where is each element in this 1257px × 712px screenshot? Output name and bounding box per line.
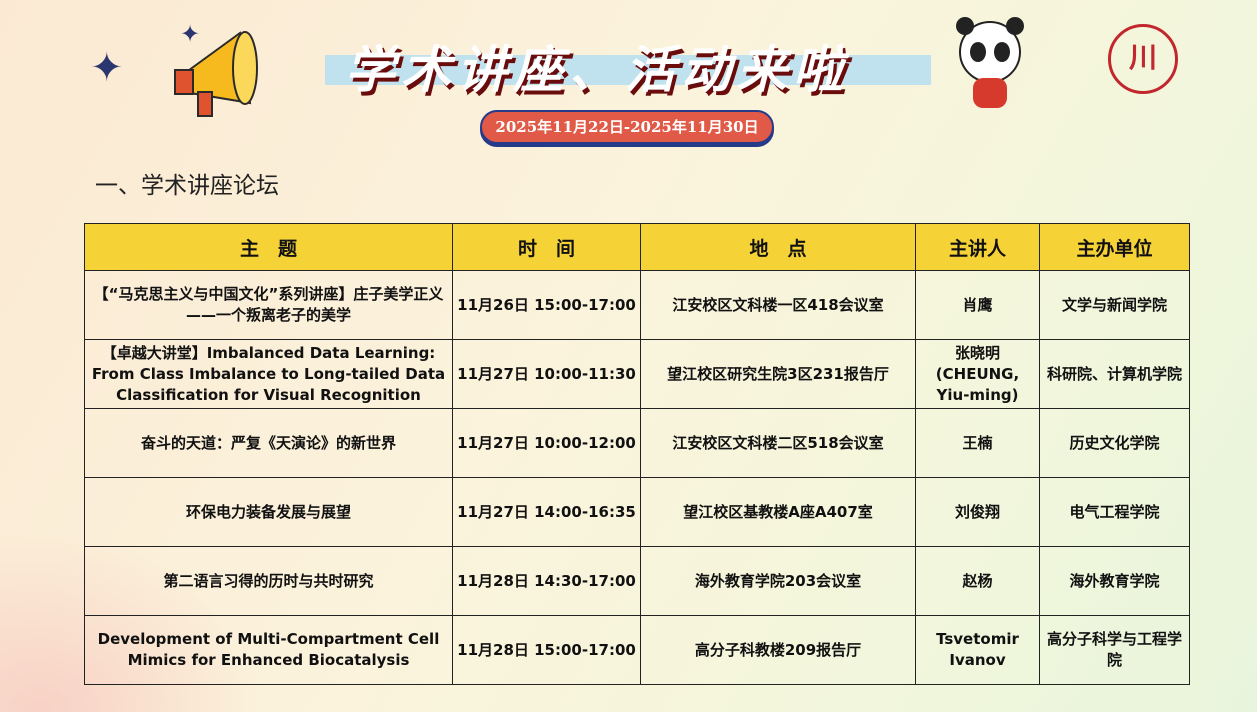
lecture-speaker: Tsvetomir Ivanov xyxy=(915,615,1040,685)
table-row: 环保电力装备发展与展望 11月27日 14:00-16:35 望江校区基教楼A座A4… xyxy=(84,477,1190,547)
lecture-table: 主 题时 间地 点主讲人 主办单位 【“马克思主义与中国文化”系列讲座】庄子美学正… xyxy=(84,223,1190,685)
column-header: 主办单位 xyxy=(1039,223,1190,271)
lecture-location: 江安校区文科楼一区418会议室 xyxy=(640,270,916,340)
lecture-speaker: 王楠 xyxy=(915,408,1040,478)
lecture-organizer: 海外教育学院 xyxy=(1039,546,1190,616)
lecture-topic: 【卓越大讲堂】Imbalanced Data Learning: From Cl… xyxy=(84,339,453,409)
column-header: 主 题 xyxy=(84,223,453,271)
lecture-organizer: 文学与新闻学院 xyxy=(1039,270,1190,340)
lecture-organizer: 高分子科学与工程学院 xyxy=(1039,615,1190,685)
date-range-badge: 2025年11月22日-2025年11月30日 xyxy=(480,110,774,144)
column-header: 地 点 xyxy=(640,223,916,271)
lecture-location: 望江校区研究生院3区231报告厅 xyxy=(640,339,916,409)
column-header: 主讲人 xyxy=(915,223,1040,271)
lecture-topic: 第二语言习得的历时与共时研究 xyxy=(84,546,453,616)
table-header-row: 主 题时 间地 点主讲人 主办单位 xyxy=(84,223,1190,271)
lecture-location: 望江校区基教楼A座A407室 xyxy=(640,477,916,547)
lecture-speaker: 肖鹰 xyxy=(915,270,1040,340)
sparkle-icon: ✦ xyxy=(90,45,124,91)
lecture-location: 海外教育学院203会议室 xyxy=(640,546,916,616)
megaphone-icon xyxy=(174,31,258,117)
lecture-topic: 奋斗的天道：严复《天演论》的新世界 xyxy=(84,408,453,478)
lecture-time: 11月27日 10:00-11:30 xyxy=(452,339,641,409)
lecture-location: 江安校区文科楼二区518会议室 xyxy=(640,408,916,478)
lecture-time: 11月28日 15:00-17:00 xyxy=(452,615,641,685)
table-row: 【卓越大讲堂】Imbalanced Data Learning: From Cl… xyxy=(84,339,1190,409)
lecture-organizer: 科研院、计算机学院 xyxy=(1039,339,1190,409)
column-header: 时 间 xyxy=(452,223,641,271)
lecture-time: 11月26日 15:00-17:00 xyxy=(452,270,641,340)
lecture-location: 高分子科教楼209报告厅 xyxy=(640,615,916,685)
lecture-time: 11月27日 10:00-12:00 xyxy=(452,408,641,478)
page-title: 学术讲座、活动来啦 xyxy=(345,40,849,99)
lecture-topic: 【“马克思主义与中国文化”系列讲座】庄子美学正义——一个叛离老子的美学 xyxy=(84,270,453,340)
lecture-organizer: 历史文化学院 xyxy=(1039,408,1190,478)
table-row: 第二语言习得的历时与共时研究 11月28日 14:30-17:00 海外教育学院20… xyxy=(84,546,1190,616)
sparkle-icon: ✦ xyxy=(180,20,201,48)
table-row: 【“马克思主义与中国文化”系列讲座】庄子美学正义——一个叛离老子的美学 11月26… xyxy=(84,270,1190,340)
table-row: 奋斗的天道：严复《天演论》的新世界 11月27日 10:00-12:00 江安校区文… xyxy=(84,408,1190,478)
lecture-topic: Development of Multi-Compartment Cell Mi… xyxy=(84,615,453,685)
lecture-speaker: 张晓明 (CHEUNG, Yiu-ming) xyxy=(915,339,1040,409)
table-row: Development of Multi-Compartment Cell Mi… xyxy=(84,615,1190,685)
section-title: 一、学术讲座论坛 xyxy=(95,173,279,199)
lecture-topic: 环保电力装备发展与展望 xyxy=(84,477,453,547)
title-banner xyxy=(325,55,931,85)
panda-mascot-icon xyxy=(956,17,1024,108)
lecture-speaker: 刘俊翔 xyxy=(915,477,1040,547)
university-logo: 川 xyxy=(1108,24,1178,94)
lecture-time: 11月27日 14:00-16:35 xyxy=(452,477,641,547)
lecture-time: 11月28日 14:30-17:00 xyxy=(452,546,641,616)
lecture-speaker: 赵杨 xyxy=(915,546,1040,616)
lecture-organizer: 电气工程学院 xyxy=(1039,477,1190,547)
